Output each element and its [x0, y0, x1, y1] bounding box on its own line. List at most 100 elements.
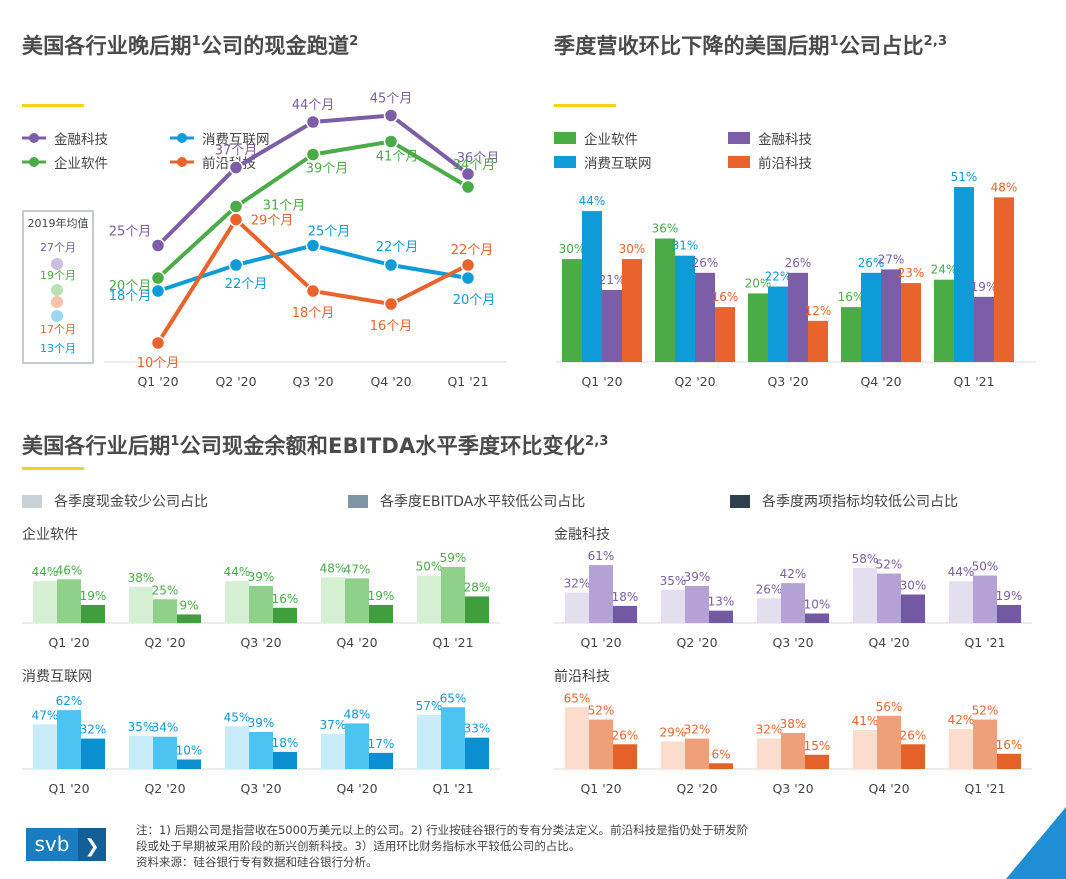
chart1-title: 美国各行业晚后期1公司的现金跑道2: [22, 34, 359, 58]
line-marker-icon: [22, 133, 46, 143]
small-bar-1: [781, 583, 805, 623]
avg-ref-label: 17个月: [40, 323, 76, 336]
small-bar-0: [321, 577, 345, 623]
subchart-label-frontier: 前沿科技: [554, 669, 610, 685]
footnote: 注：1) 后期公司是指营收在5000万美元以上的公司。2) 行业按硅谷银行的专有…: [136, 822, 856, 870]
swatch-icon: [22, 494, 42, 508]
small-bar-1: [57, 579, 81, 623]
small-bar-0: [949, 581, 973, 623]
small-bar-label: 46%: [56, 563, 83, 577]
bar-0: [562, 259, 582, 362]
avg-ref-dot: [51, 284, 63, 296]
small-bar-label: 39%: [248, 570, 275, 584]
small-chart-x-tick: Q1 '21: [432, 635, 473, 650]
bar-0: [655, 238, 675, 362]
bar-2: [602, 289, 622, 362]
bar-data-label: 20%: [745, 276, 772, 290]
line-point: [228, 257, 244, 273]
small-bar-2: [709, 610, 733, 623]
swatch-icon: [728, 156, 750, 168]
line-data-label: 22个月: [225, 277, 268, 292]
bar-2: [881, 269, 901, 362]
bar-data-label: 24%: [931, 263, 958, 277]
line-data-label: 45个月: [370, 92, 413, 107]
line-data-label: 25个月: [109, 225, 152, 240]
small-bar-label: 6%: [711, 747, 730, 761]
small-bar-label: 61%: [588, 549, 615, 563]
small-bar-label: 16%: [996, 738, 1023, 752]
line-data-label: 25个月: [308, 225, 351, 240]
avg-2019-box: [22, 210, 94, 364]
small-bar-label: 26%: [756, 582, 783, 596]
small-chart-x-tick: Q4 '20: [336, 781, 377, 796]
small-chart-x-tick: Q3 '20: [240, 781, 281, 796]
small-bar-label: 44%: [948, 565, 975, 579]
small-bar-label: 39%: [684, 570, 711, 584]
line-data-label: 41个月: [376, 150, 419, 165]
bar-data-label: 30%: [559, 242, 586, 256]
line-point: [305, 114, 321, 130]
small-chart-x-tick: Q3 '20: [772, 635, 813, 650]
line-data-label: 29个月: [251, 214, 294, 229]
line-data-label: 10个月: [137, 356, 180, 371]
small-bar-2: [369, 604, 393, 623]
bar-0: [841, 307, 861, 362]
swatch-icon: [728, 132, 750, 144]
small-bar-label: 34%: [152, 721, 179, 735]
small-bar-1: [57, 710, 81, 769]
small-bar-0: [33, 581, 57, 623]
bar-data-label: 36%: [652, 222, 679, 236]
small-chart-x-tick: Q2 '20: [676, 635, 717, 650]
avg-ref-label: 19个月: [40, 269, 76, 282]
small-bar-2: [709, 763, 733, 769]
swatch-icon: [348, 494, 368, 508]
bar-0: [934, 279, 954, 362]
small-bar-0: [565, 592, 589, 623]
bar-3: [622, 259, 642, 362]
subchart-label-consumer: 消费互联网: [22, 669, 92, 685]
line-data-label: 18个月: [292, 306, 335, 321]
bar-data-label: 12%: [805, 304, 832, 318]
small-bar-2: [613, 744, 637, 769]
line-point: [228, 160, 244, 175]
small-bar-label: 44%: [224, 565, 251, 579]
line-data-label: 31个月: [263, 199, 306, 214]
bar-data-label: 21%: [599, 273, 626, 287]
small-bar-0: [417, 714, 441, 769]
small-bar-label: 52%: [972, 704, 999, 718]
small-bar-2: [901, 744, 925, 769]
line-marker-icon: [170, 133, 194, 143]
bar-data-label: 16%: [838, 290, 865, 304]
line-point: [383, 134, 399, 149]
line-point: [150, 335, 166, 351]
small-bar-label: 65%: [440, 691, 467, 705]
bar-1: [675, 255, 695, 362]
small-bar-1: [877, 573, 901, 623]
line-point: [150, 238, 166, 253]
small-bar-label: 10%: [176, 744, 203, 758]
bar-chart-x-tick: Q3 '20: [767, 374, 808, 389]
small-bar-1: [685, 585, 709, 623]
line-data-label: 16个月: [370, 319, 413, 334]
small-bar-1: [249, 585, 273, 623]
line-chart-x-tick: Q3 '20: [292, 374, 333, 389]
small-chart-x-tick: Q3 '20: [772, 781, 813, 796]
small-bar-label: 41%: [852, 714, 879, 728]
small-bar-label: 39%: [248, 716, 275, 730]
line-data-label: 39个月: [306, 162, 349, 177]
line-data-label: 34个月: [453, 158, 496, 173]
small-chart-x-tick: Q4 '20: [868, 635, 909, 650]
bar-data-label: 27%: [878, 252, 905, 266]
small-bar-label: 47%: [344, 562, 371, 576]
line-chart-x-tick: Q1 '20: [137, 374, 178, 389]
small-bar-0: [129, 735, 153, 769]
footnote-line-2: 段或处于早期被采用阶段的新兴创新科技。3）适用环比财务指标水平较低公司的占比。: [136, 839, 581, 853]
small-chart-x-tick: Q1 '20: [48, 781, 89, 796]
line-data-label: 37个月: [215, 144, 258, 159]
swatch-icon: [730, 494, 750, 508]
line-point: [228, 199, 244, 214]
small-bar-label: 29%: [660, 725, 687, 739]
svb-logo: svb ❯: [26, 828, 106, 861]
bar-data-label: 31%: [672, 239, 699, 253]
line-data-label: 22个月: [451, 243, 494, 258]
